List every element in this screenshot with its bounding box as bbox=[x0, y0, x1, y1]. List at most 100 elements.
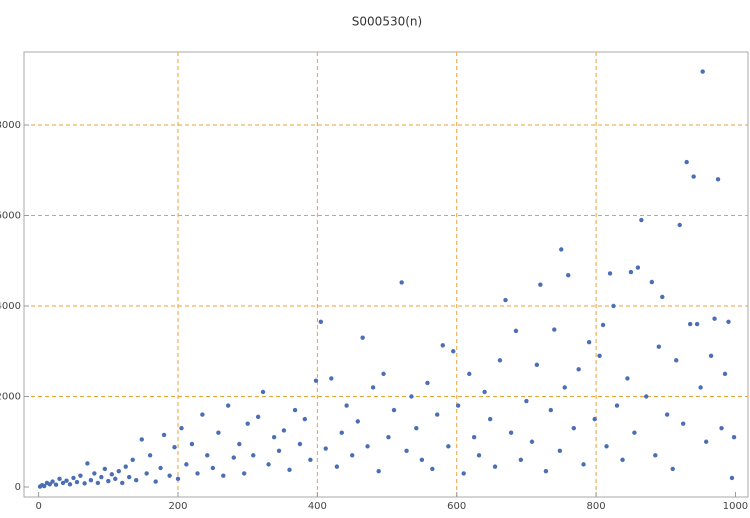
point bbox=[57, 476, 62, 482]
point bbox=[60, 480, 66, 486]
point bbox=[614, 403, 620, 408]
point bbox=[102, 466, 108, 472]
point bbox=[656, 344, 662, 349]
point bbox=[581, 462, 586, 467]
point bbox=[604, 444, 609, 449]
point bbox=[552, 327, 557, 332]
point bbox=[446, 444, 451, 449]
point bbox=[399, 280, 404, 285]
x-tick-label: 200 bbox=[168, 501, 187, 512]
point bbox=[360, 335, 365, 340]
point bbox=[620, 457, 625, 463]
point bbox=[308, 457, 313, 463]
point bbox=[323, 446, 328, 451]
point bbox=[566, 273, 571, 278]
point bbox=[370, 385, 376, 390]
point bbox=[529, 439, 535, 444]
point bbox=[497, 358, 503, 363]
point bbox=[260, 389, 266, 395]
x-tick-label: 600 bbox=[447, 501, 466, 512]
point bbox=[715, 177, 721, 182]
point bbox=[592, 416, 597, 422]
x-tick-label: 400 bbox=[308, 501, 327, 512]
point bbox=[350, 453, 355, 458]
point bbox=[42, 483, 47, 489]
point bbox=[425, 380, 430, 386]
point bbox=[508, 430, 514, 435]
point bbox=[467, 371, 472, 377]
point bbox=[559, 247, 564, 252]
x-tick-label: 0 bbox=[35, 501, 41, 512]
point bbox=[680, 421, 686, 426]
point bbox=[334, 464, 340, 469]
point bbox=[607, 271, 613, 276]
point bbox=[82, 481, 87, 486]
point bbox=[476, 453, 482, 458]
chart-title: S000530(n) bbox=[352, 15, 422, 29]
point bbox=[74, 479, 80, 485]
point bbox=[611, 303, 616, 309]
point bbox=[255, 414, 261, 420]
point bbox=[158, 465, 163, 471]
point bbox=[660, 294, 665, 300]
point bbox=[597, 353, 602, 358]
point bbox=[600, 322, 606, 328]
point bbox=[53, 482, 59, 487]
point bbox=[205, 453, 210, 458]
point bbox=[47, 482, 52, 487]
point bbox=[172, 444, 177, 450]
point bbox=[635, 265, 641, 270]
point bbox=[292, 407, 298, 413]
point bbox=[440, 343, 445, 348]
point bbox=[113, 476, 118, 482]
point bbox=[266, 462, 271, 467]
point bbox=[216, 430, 221, 435]
point bbox=[414, 425, 419, 431]
point bbox=[130, 457, 135, 463]
point bbox=[64, 478, 69, 483]
point bbox=[653, 453, 658, 458]
point bbox=[127, 474, 132, 480]
point bbox=[221, 473, 226, 478]
point bbox=[731, 435, 737, 440]
point bbox=[225, 403, 231, 408]
point bbox=[210, 465, 216, 471]
point bbox=[99, 474, 104, 480]
point bbox=[694, 321, 700, 327]
y-tick-label: 2000 bbox=[0, 391, 21, 402]
point bbox=[241, 471, 247, 476]
point bbox=[639, 217, 644, 223]
point bbox=[245, 421, 250, 426]
point bbox=[586, 339, 592, 345]
point bbox=[538, 282, 543, 287]
y-tick-label: 6000 bbox=[0, 210, 21, 221]
point bbox=[381, 371, 386, 377]
point bbox=[644, 394, 649, 399]
point bbox=[95, 480, 101, 486]
point bbox=[524, 398, 529, 404]
y-tick-label: 8000 bbox=[0, 120, 21, 131]
point bbox=[719, 425, 724, 431]
point bbox=[534, 362, 540, 368]
point bbox=[419, 457, 425, 463]
point bbox=[355, 419, 360, 424]
y-tick-label: 4000 bbox=[0, 301, 21, 312]
point bbox=[487, 416, 493, 422]
point bbox=[120, 480, 125, 486]
point bbox=[276, 448, 282, 453]
point bbox=[376, 468, 381, 474]
x-tick-label: 1000 bbox=[723, 501, 748, 512]
point bbox=[513, 328, 519, 334]
point bbox=[687, 321, 693, 327]
point bbox=[106, 478, 111, 484]
point bbox=[576, 367, 581, 372]
point bbox=[231, 455, 236, 460]
point bbox=[684, 159, 689, 165]
point bbox=[71, 475, 76, 481]
point bbox=[543, 468, 549, 474]
point bbox=[297, 441, 303, 447]
point bbox=[251, 453, 256, 458]
plot-frame bbox=[23, 51, 749, 498]
point bbox=[200, 412, 205, 417]
